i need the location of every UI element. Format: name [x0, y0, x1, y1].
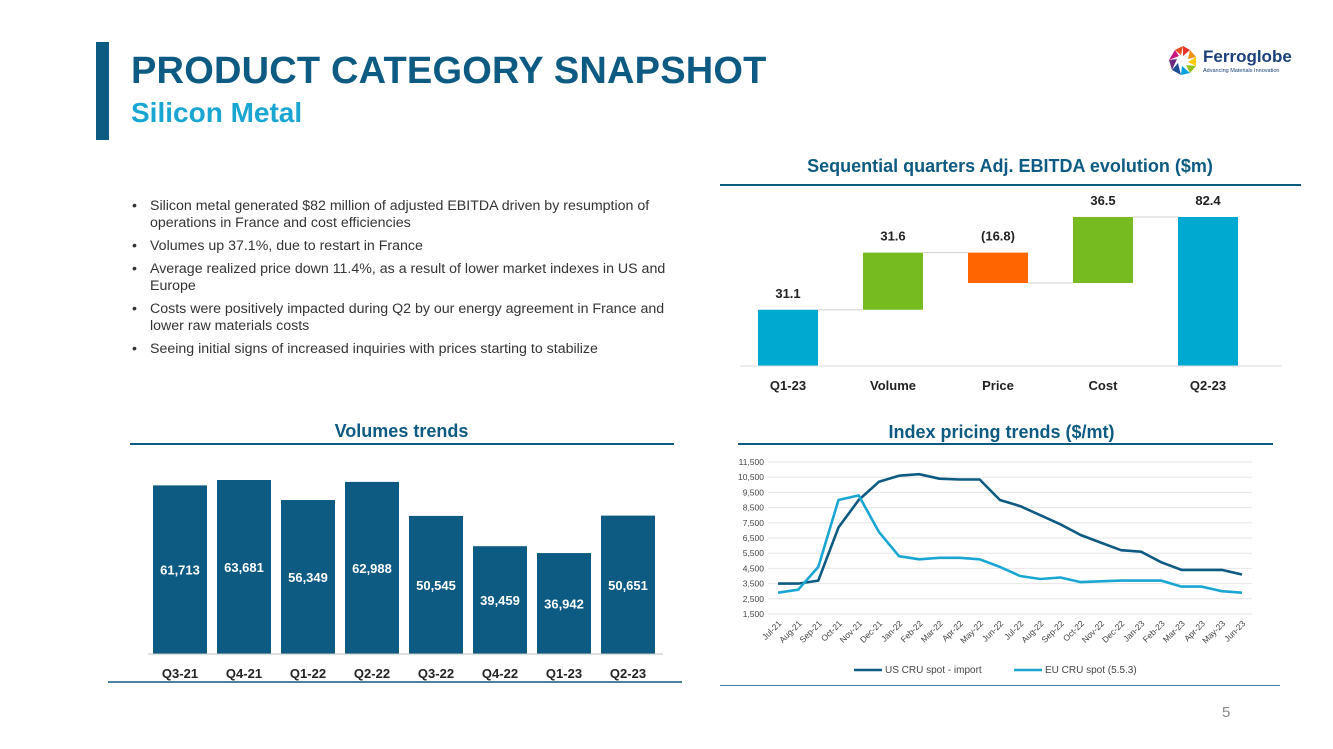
volume-data-label: 62,988 — [352, 561, 392, 576]
pricing-x-tick-label: May-22 — [958, 618, 985, 645]
volumes-chart: 61,713 Q3-21 63,681 Q4-21 56,349 Q1-22 62,988 Q… — [108, 480, 682, 683]
pricing-y-tick-label: 10,500 — [738, 472, 764, 482]
pricing-y-tick-label: 9,500 — [743, 487, 765, 497]
page-title: PRODUCT CATEGORY SNAPSHOT — [131, 50, 767, 92]
pricing-y-tick-label: 1,500 — [743, 609, 765, 619]
volume-data-label: 61,713 — [160, 563, 200, 578]
legend-label-eu: EU CRU spot (5.5.3) — [1045, 665, 1137, 676]
bullet-item: Average realized price down 11.4%, as a … — [130, 261, 690, 295]
waterfall-bar — [1178, 217, 1238, 366]
waterfall-bar — [1073, 217, 1133, 284]
volume-bar — [409, 515, 463, 654]
volume-category-label: Q1-23 — [546, 666, 582, 681]
volume-category-label: Q4-22 — [482, 666, 518, 681]
volume-bar — [473, 546, 527, 654]
volume-data-label: 56,349 — [288, 570, 328, 585]
bullet-list: Silicon metal generated $82 million of a… — [130, 198, 690, 364]
waterfall-bar — [758, 309, 818, 366]
pricing-x-tick-label: May-23 — [1200, 618, 1227, 645]
volume-data-label: 36,942 — [544, 597, 584, 612]
pricing-x-tick-label: Sep-21 — [797, 618, 824, 645]
pricing-line-us — [778, 472, 1243, 585]
page-number: 5 — [1222, 704, 1231, 721]
waterfall-category-label: Q1-23 — [770, 378, 806, 393]
waterfall-category-label: Cost — [1089, 378, 1119, 393]
waterfall-data-label: 82.4 — [1195, 193, 1221, 208]
volume-data-label: 50,651 — [608, 578, 648, 593]
ferroglobe-logo-icon — [1169, 46, 1196, 75]
logo-name: Ferroglobe — [1203, 47, 1292, 66]
volume-category-label: Q2-23 — [610, 666, 646, 681]
waterfall-data-label: 31.1 — [775, 286, 800, 301]
pricing-y-tick-label: 8,500 — [743, 503, 765, 513]
waterfall-bar — [968, 252, 1028, 284]
pricing-x-tick-label: Mar-23 — [1161, 618, 1187, 644]
bullet-item: Volumes up 37.1%, due to restart in Fran… — [130, 238, 690, 255]
page-subtitle: Silicon Metal — [131, 97, 303, 128]
pricing-y-tick-label: 4,500 — [743, 563, 765, 573]
pricing-title-rule — [738, 443, 1273, 445]
volumes-chart-title: Volumes trends — [334, 421, 469, 441]
waterfall-data-label: (16.8) — [981, 229, 1015, 244]
waterfall-title-rule — [720, 184, 1301, 186]
pricing-y-tick-label: 11,500 — [739, 457, 765, 467]
waterfall-category-label: Price — [982, 378, 1014, 393]
volume-category-label: Q3-21 — [162, 666, 198, 681]
waterfall-data-label: 36.5 — [1090, 193, 1115, 208]
pricing-x-tick-label: Dec-21 — [858, 618, 885, 645]
volume-data-label: 50,545 — [416, 578, 456, 593]
bullet-item: Costs were positively impacted during Q2… — [130, 301, 690, 335]
pricing-x-tick-label: Jun-23 — [1222, 618, 1248, 644]
pricing-line-eu — [777, 494, 1243, 594]
pricing-x-tick-label: Sep-22 — [1039, 618, 1066, 645]
pricing-chart: 1,500 2,500 3,500 4,500 5,500 6,500 7,500 8,500… — [720, 457, 1280, 686]
bullet-item: Seeing initial signs of increased inquir… — [130, 341, 690, 358]
volumes-title-rule — [130, 443, 674, 445]
waterfall-bar — [863, 252, 923, 310]
pricing-y-tick-label: 6,500 — [743, 533, 765, 543]
legend-label-us: US CRU spot - import — [885, 665, 982, 676]
volume-category-label: Q4-21 — [226, 666, 262, 681]
pricing-x-tick-label: Dec-22 — [1100, 618, 1127, 645]
waterfall-chart: 31.1 Q1-23 31.6 Volume (16.8) Price 36.5 Cost 82… — [740, 193, 1282, 393]
pricing-y-tick-label: 2,500 — [743, 594, 765, 604]
volume-data-label: 63,681 — [224, 560, 264, 575]
logo-tagline: Advancing Materials Innovation — [1203, 68, 1280, 74]
volume-category-label: Q3-22 — [418, 666, 454, 681]
volume-data-label: 39,459 — [480, 593, 520, 608]
volume-category-label: Q1-22 — [290, 666, 326, 681]
volume-bar — [601, 515, 655, 654]
volume-bar — [345, 481, 399, 654]
bullet-item: Silicon metal generated $82 million of a… — [130, 198, 690, 232]
volume-category-label: Q2-22 — [354, 666, 390, 681]
waterfall-category-label: Volume — [870, 378, 916, 393]
waterfall-category-label: Q2-23 — [1190, 378, 1226, 393]
pricing-x-tick-label: Mar-22 — [919, 618, 945, 644]
pricing-x-tick-label: Jun-22 — [980, 618, 1006, 644]
waterfall-data-label: 31.6 — [880, 229, 905, 244]
volume-bar — [217, 480, 271, 654]
title-accent-bar — [96, 42, 109, 140]
volume-bar — [153, 485, 207, 654]
pricing-y-tick-label: 7,500 — [743, 518, 765, 528]
volume-bar — [537, 553, 591, 654]
pricing-chart-title: Index pricing trends ($/mt) — [888, 422, 1115, 442]
waterfall-chart-title: Sequential quarters Adj. EBITDA evolutio… — [807, 156, 1213, 176]
pricing-y-tick-label: 5,500 — [743, 548, 765, 558]
pricing-y-tick-label: 3,500 — [743, 579, 765, 589]
volume-bar — [281, 500, 335, 654]
